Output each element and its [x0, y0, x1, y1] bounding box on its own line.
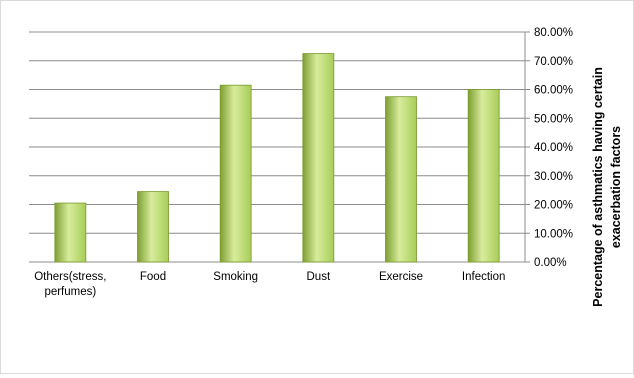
y-tick-label: 50.00% — [534, 113, 573, 125]
y-tick-label: 0.00% — [534, 257, 567, 269]
y-axis-title-text: Percentage of asthmatics having certain e… — [591, 67, 623, 307]
bar-dust — [302, 53, 335, 263]
y-tick-label: 40.00% — [534, 142, 573, 154]
bar-smoking — [219, 84, 252, 263]
y-tick-label: 60.00% — [534, 85, 573, 97]
x-tick-label: Infection — [462, 271, 505, 283]
bars — [54, 53, 500, 263]
x-tick-label: Food — [140, 271, 166, 283]
y-tick-label: 10.00% — [534, 228, 573, 240]
x-tick-label: Others(stress, perfumes) — [34, 271, 106, 298]
bar-others-stress-perfumes — [54, 202, 87, 263]
y-axis-title: Percentage of asthmatics having certain e… — [591, 67, 623, 307]
y-tick-label: 70.00% — [534, 56, 573, 68]
gridlines — [29, 31, 530, 263]
y-tick-label: 20.00% — [534, 200, 573, 212]
x-tick-label: Exercise — [379, 271, 423, 283]
x-tick-labels: Others(stress, perfumes) Food Smoking Dust Ex… — [34, 271, 505, 298]
y-tick-label: 80.00% — [534, 27, 573, 39]
y-tick-labels: 0.00% 10.00% 20.00% 30.00% 40.00% 50.00% 60.00… — [534, 27, 573, 269]
x-tick-label: Smoking — [213, 271, 258, 283]
bar-infection — [467, 89, 500, 263]
bar-food — [137, 191, 169, 263]
x-tick-label: Dust — [307, 271, 331, 283]
y-tick-label: 30.00% — [534, 171, 573, 183]
bar-exercise — [385, 96, 417, 263]
